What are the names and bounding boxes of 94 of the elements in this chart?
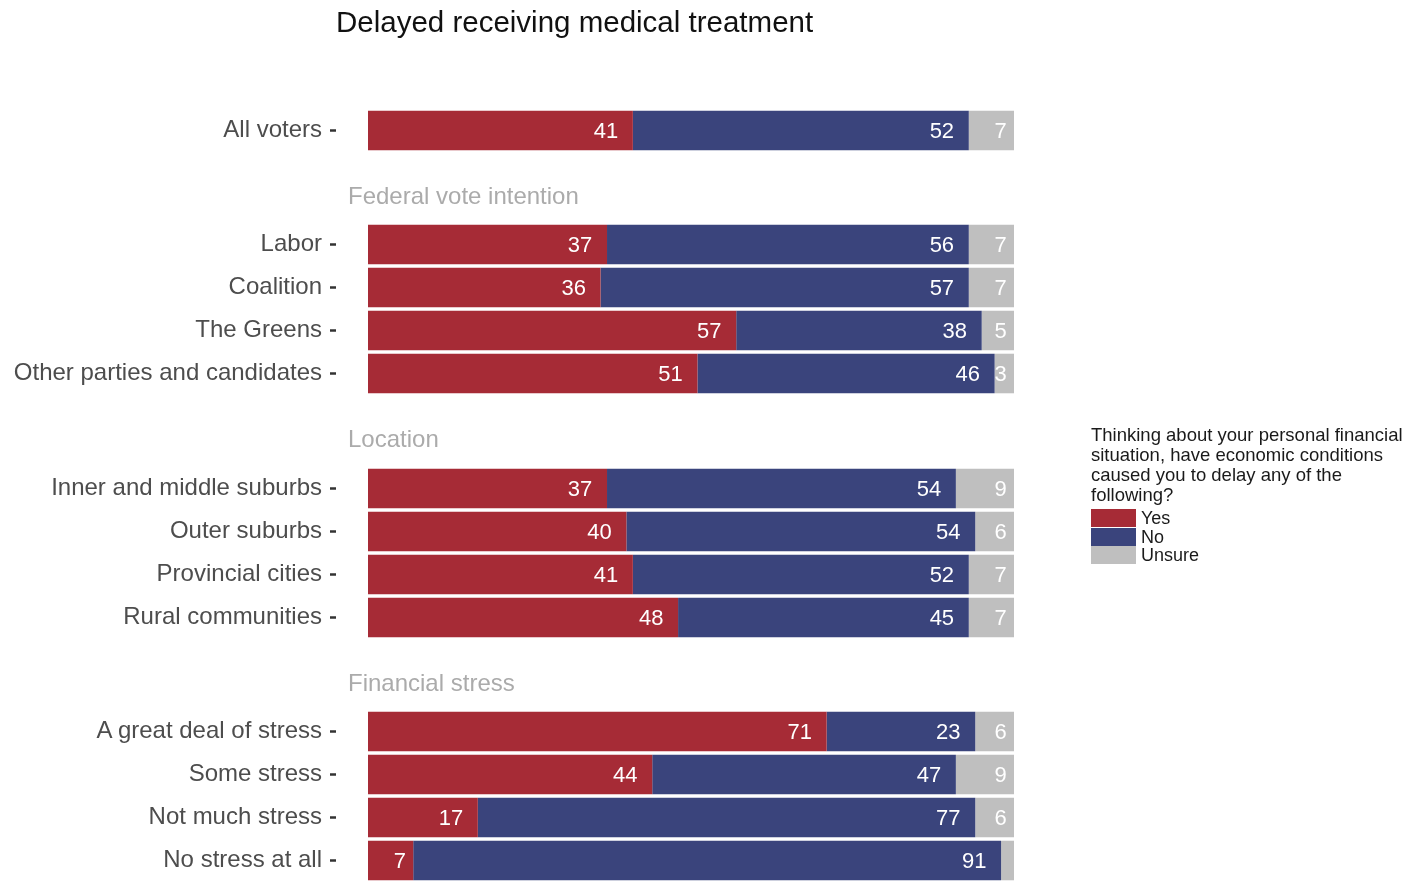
data-label: 7 bbox=[994, 561, 1007, 587]
data-label: 37 bbox=[567, 231, 593, 257]
bar bbox=[826, 711, 976, 752]
chart-title: Federal vote intention bbox=[348, 181, 579, 210]
bar bbox=[413, 840, 1002, 881]
data-label: 52 bbox=[929, 117, 955, 143]
legend-label: Unsure bbox=[1141, 545, 1200, 566]
bar bbox=[368, 840, 414, 881]
bar bbox=[368, 468, 608, 508]
data-label: 3 bbox=[994, 360, 1007, 386]
bar bbox=[955, 468, 1014, 508]
y-tick-label: Coalition bbox=[228, 272, 322, 300]
data-label: 9 bbox=[994, 761, 1007, 787]
bar bbox=[600, 267, 969, 308]
chart-title: Financial stress bbox=[348, 668, 515, 697]
data-label: 47 bbox=[916, 761, 942, 787]
bar bbox=[955, 754, 1014, 795]
data-label: 9 bbox=[994, 475, 1007, 501]
y-tick-label: Rural communities bbox=[123, 601, 322, 629]
data-label: 71 bbox=[787, 718, 812, 744]
bar bbox=[368, 754, 653, 795]
data-label: 37 bbox=[567, 475, 593, 501]
y-tick-label: Outer suburbs bbox=[169, 515, 322, 543]
bar bbox=[477, 797, 976, 838]
data-label: 51 bbox=[658, 360, 683, 386]
bar bbox=[607, 224, 969, 265]
bar bbox=[368, 310, 737, 351]
y-tick-label: Labor bbox=[260, 229, 322, 257]
legend-title: Thinking about your personal financial situation, have economic conditions caused you to delay any of the following? bbox=[1091, 424, 1404, 505]
bar bbox=[968, 267, 1014, 308]
legend-label: Yes bbox=[1141, 508, 1171, 529]
data-label: 7 bbox=[994, 274, 1007, 300]
y-tick-label: No stress at all bbox=[163, 845, 322, 873]
data-label: 7 bbox=[994, 117, 1007, 143]
data-label: 38 bbox=[942, 317, 968, 343]
data-label: 45 bbox=[929, 604, 955, 630]
data-label: 23 bbox=[936, 718, 961, 744]
bar bbox=[626, 511, 976, 551]
bar bbox=[968, 224, 1014, 265]
bar bbox=[968, 597, 1014, 637]
bar bbox=[697, 353, 995, 394]
data-label: 57 bbox=[929, 274, 955, 300]
data-label: 6 bbox=[994, 518, 1007, 544]
bar bbox=[975, 711, 1014, 752]
data-label: 91 bbox=[961, 847, 987, 873]
chart-title: Delayed receiving medical treatment bbox=[336, 4, 814, 40]
bar bbox=[736, 310, 982, 351]
y-tick-label: A great deal of stress bbox=[96, 716, 322, 744]
bar bbox=[368, 711, 827, 752]
bar bbox=[368, 597, 679, 637]
legend-label: No bbox=[1141, 526, 1165, 547]
data-label: 77 bbox=[936, 804, 961, 830]
bar bbox=[975, 511, 1014, 551]
data-label: 7 bbox=[994, 231, 1007, 257]
y-tick-label: Some stress bbox=[188, 759, 322, 787]
data-label: 7 bbox=[994, 604, 1007, 630]
bar bbox=[368, 511, 627, 551]
data-label: 44 bbox=[613, 761, 638, 787]
bar bbox=[368, 353, 698, 394]
data-label: 41 bbox=[593, 561, 619, 587]
bar bbox=[968, 554, 1014, 594]
data-label: 6 bbox=[994, 804, 1007, 830]
data-label: 7 bbox=[393, 847, 406, 873]
data-label: 17 bbox=[438, 804, 464, 830]
bar bbox=[652, 754, 956, 795]
bar bbox=[678, 597, 969, 637]
data-label: 57 bbox=[697, 317, 722, 343]
data-label: 6 bbox=[994, 718, 1007, 744]
data-label: 56 bbox=[929, 231, 955, 257]
bar bbox=[368, 554, 633, 594]
y-tick-label: The Greens bbox=[195, 315, 322, 343]
y-tick-label: Provincial cities bbox=[156, 558, 322, 586]
y-tick-label: Inner and middle suburbs bbox=[51, 472, 322, 500]
data-label: 40 bbox=[587, 518, 612, 544]
chart-title: Location bbox=[348, 425, 439, 453]
y-tick-label: All voters bbox=[223, 114, 322, 142]
bar bbox=[368, 267, 601, 308]
y-tick-label: Not much stress bbox=[148, 802, 322, 830]
bar bbox=[368, 797, 478, 838]
data-label: 46 bbox=[955, 360, 980, 386]
y-tick-label: Other parties and candidates bbox=[13, 358, 322, 386]
data-label: 36 bbox=[561, 274, 586, 300]
data-label: 54 bbox=[936, 518, 961, 544]
data-label: 41 bbox=[593, 117, 619, 143]
bar bbox=[1001, 840, 1014, 881]
bar bbox=[607, 468, 956, 508]
data-label: 5 bbox=[994, 317, 1007, 343]
data-label: 52 bbox=[929, 561, 955, 587]
bar bbox=[632, 554, 969, 594]
bar bbox=[975, 797, 1014, 838]
bar bbox=[368, 224, 608, 265]
data-label: 48 bbox=[638, 604, 664, 630]
bar bbox=[981, 310, 1014, 351]
data-label: 54 bbox=[916, 475, 942, 501]
